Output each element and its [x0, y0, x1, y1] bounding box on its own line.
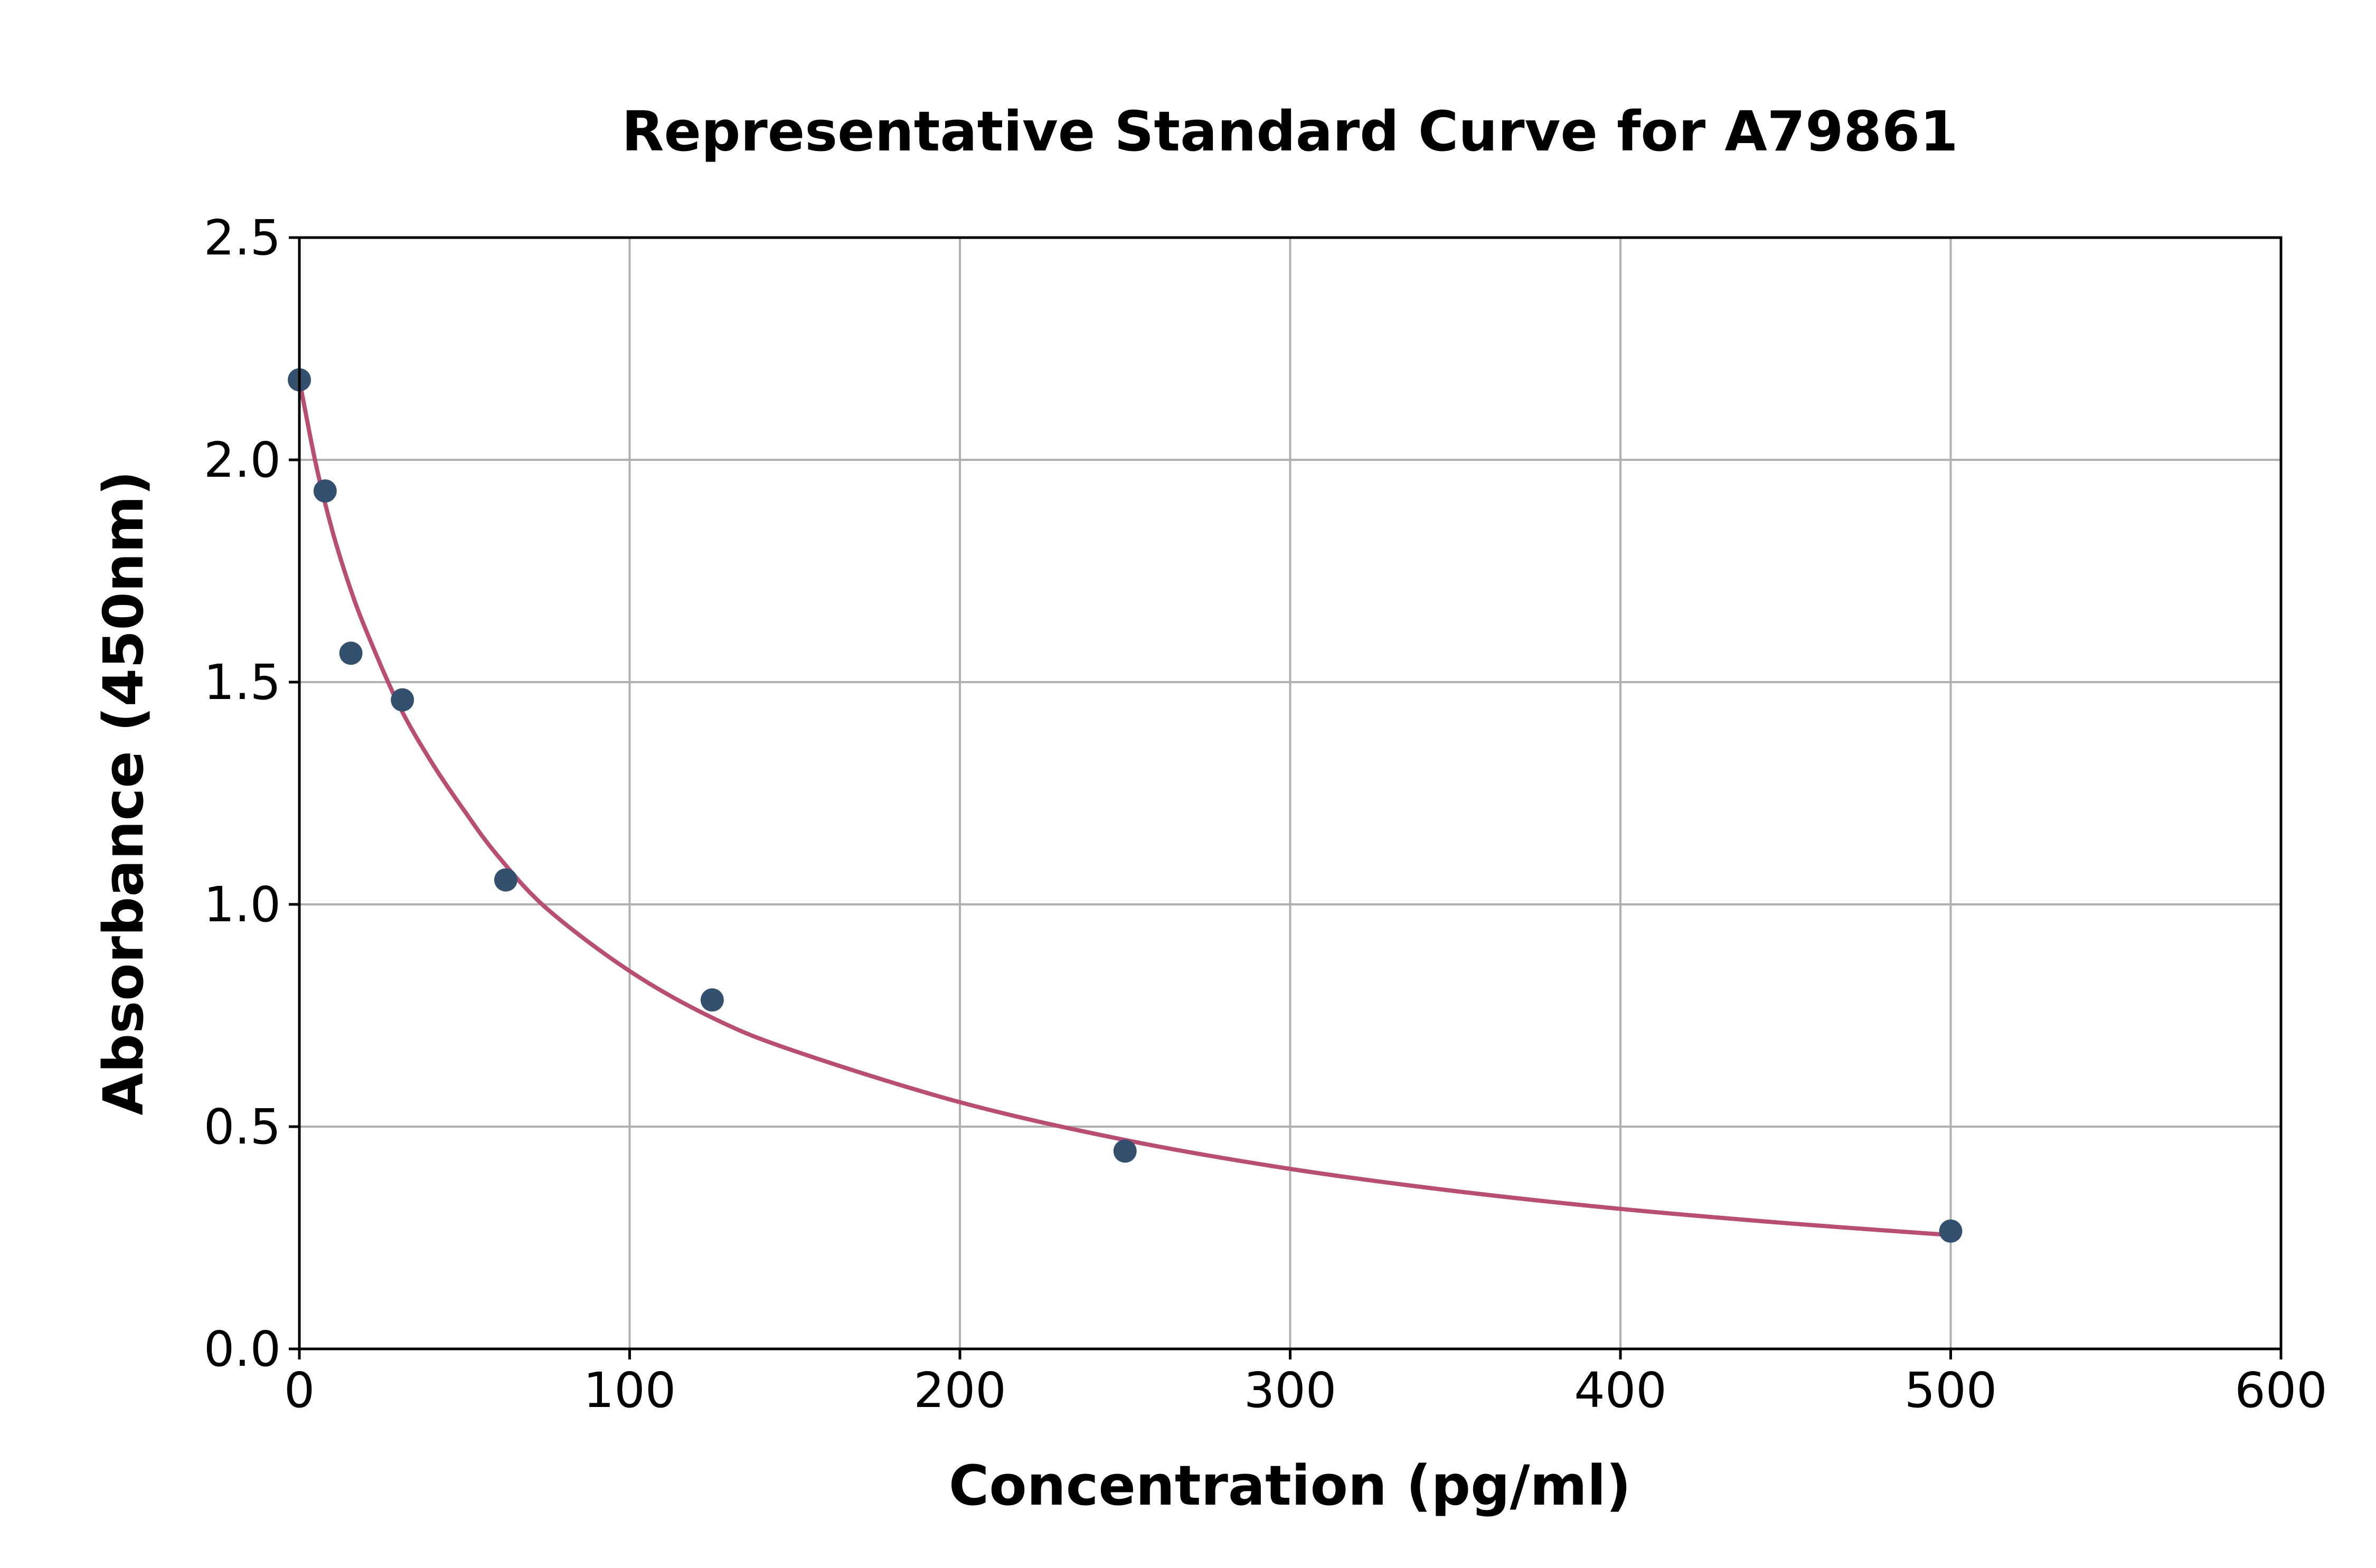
fit-curve-line [297, 379, 1951, 1238]
grid-lines [298, 237, 2282, 1350]
data-points-layer [288, 368, 1963, 1243]
y-tick-label: 0.5 [204, 1099, 281, 1155]
data-point [339, 641, 363, 665]
x-tick-label: 600 [2234, 1362, 2327, 1419]
chart-title: Representative Standard Curve for A79861 [621, 99, 1958, 164]
x-tick-label: 200 [913, 1362, 1006, 1419]
axis-ticks: 0 100 200 300 400 500 600 0.0 0.5 1.0 1.5 2.0 2.5 [204, 210, 2327, 1419]
x-axis-label: Concentration (pg/ml) [949, 1453, 1631, 1518]
x-tick-label: 0 [284, 1362, 315, 1419]
y-axis-label: Absorbance (450nm) [91, 470, 156, 1115]
y-tick-label: 2.0 [204, 432, 281, 488]
x-tick-label: 300 [1244, 1362, 1337, 1419]
fit-curve-layer [297, 379, 1951, 1238]
data-point [391, 688, 414, 712]
data-point [494, 868, 517, 892]
y-tick-label: 2.5 [204, 210, 281, 266]
data-point [700, 988, 724, 1012]
data-point [1113, 1139, 1137, 1163]
x-tick-label: 100 [583, 1362, 676, 1419]
data-point [313, 479, 337, 503]
x-tick-label: 400 [1574, 1362, 1667, 1419]
y-tick-label: 1.0 [204, 876, 281, 933]
x-tick-label: 500 [1904, 1362, 1997, 1419]
data-point [1939, 1219, 1963, 1243]
y-tick-label: 0.0 [204, 1321, 281, 1377]
y-tick-label: 1.5 [204, 654, 281, 711]
